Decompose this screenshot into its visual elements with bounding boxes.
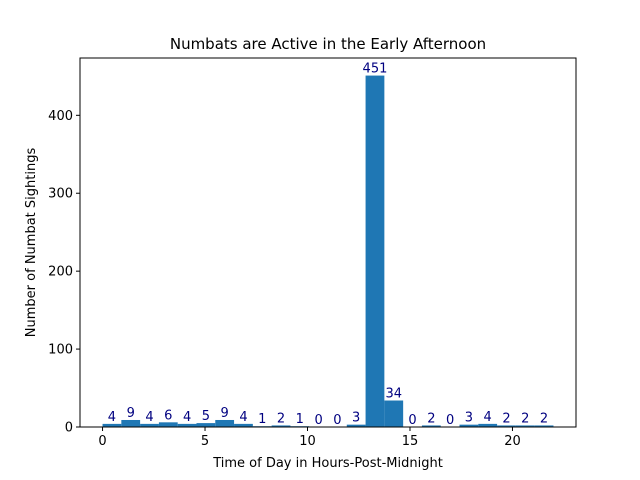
x-axis-label: Time of Day in Hours-Post-Midnight xyxy=(212,456,443,471)
bar-value-label: 4 xyxy=(108,410,116,425)
bar-value-label: 5 xyxy=(202,409,210,424)
x-axis-ticks: 0 5 10 15 20 xyxy=(98,427,521,449)
bar xyxy=(365,75,385,428)
bar-value-label: 451 xyxy=(363,62,388,77)
bar xyxy=(346,424,366,427)
y-tick-label: 300 xyxy=(48,187,73,202)
bar xyxy=(534,425,554,427)
bar-value-label: 1 xyxy=(258,412,266,427)
bar-value-label: 3 xyxy=(352,411,360,426)
bar-value-label: 2 xyxy=(540,411,548,426)
bar-value-label: 3 xyxy=(465,411,473,426)
x-tick-label: 5 xyxy=(201,434,209,449)
bar-value-label: 4 xyxy=(484,410,492,425)
y-tick-label: 0 xyxy=(65,421,73,436)
x-tick-label: 0 xyxy=(98,434,106,449)
bar xyxy=(459,424,479,427)
bar xyxy=(497,425,516,427)
bar-value-label: 2 xyxy=(427,411,435,426)
bar-value-label: 9 xyxy=(127,406,135,421)
bar-value-label: 1 xyxy=(296,412,304,427)
y-axis-label: Number of Numbat Sightings xyxy=(24,148,39,338)
y-tick-label: 400 xyxy=(48,109,73,124)
plot-frame xyxy=(79,57,577,428)
bar-value-label: 4 xyxy=(183,410,191,425)
chart-title: Numbats are Active in the Early Afternoo… xyxy=(170,35,486,53)
x-tick-label: 10 xyxy=(299,434,316,449)
bar xyxy=(177,423,197,427)
bar-value-label: 34 xyxy=(385,387,402,402)
bar xyxy=(515,425,535,427)
bar xyxy=(121,419,141,427)
x-tick-label: 20 xyxy=(504,434,521,449)
y-tick-label: 100 xyxy=(48,343,73,358)
bar-value-label: 4 xyxy=(145,410,153,425)
bar xyxy=(384,400,404,427)
bar-value-label: 0 xyxy=(314,413,322,428)
bar xyxy=(234,423,253,427)
bar-value-label: 2 xyxy=(521,411,529,426)
bar-value-label: 6 xyxy=(164,408,172,423)
bar xyxy=(140,423,159,427)
bar-value-label: 0 xyxy=(408,413,416,428)
x-tick-label: 15 xyxy=(402,434,419,449)
bar-value-label: 9 xyxy=(221,406,229,421)
bar xyxy=(478,423,498,427)
bar xyxy=(215,419,235,427)
bars-group xyxy=(102,75,554,428)
bar xyxy=(196,423,216,427)
y-axis-ticks: 0 100 200 300 400 xyxy=(48,109,80,436)
bar xyxy=(158,422,178,427)
y-tick-label: 200 xyxy=(48,265,73,280)
bar-value-label: 0 xyxy=(446,413,454,428)
bar xyxy=(271,425,291,427)
bar-value-label: 2 xyxy=(502,411,510,426)
bar xyxy=(421,425,441,427)
bar-value-label: 0 xyxy=(333,413,341,428)
bar xyxy=(102,423,122,427)
bar-value-label: 4 xyxy=(239,410,247,425)
bar-value-label: 2 xyxy=(277,411,285,426)
